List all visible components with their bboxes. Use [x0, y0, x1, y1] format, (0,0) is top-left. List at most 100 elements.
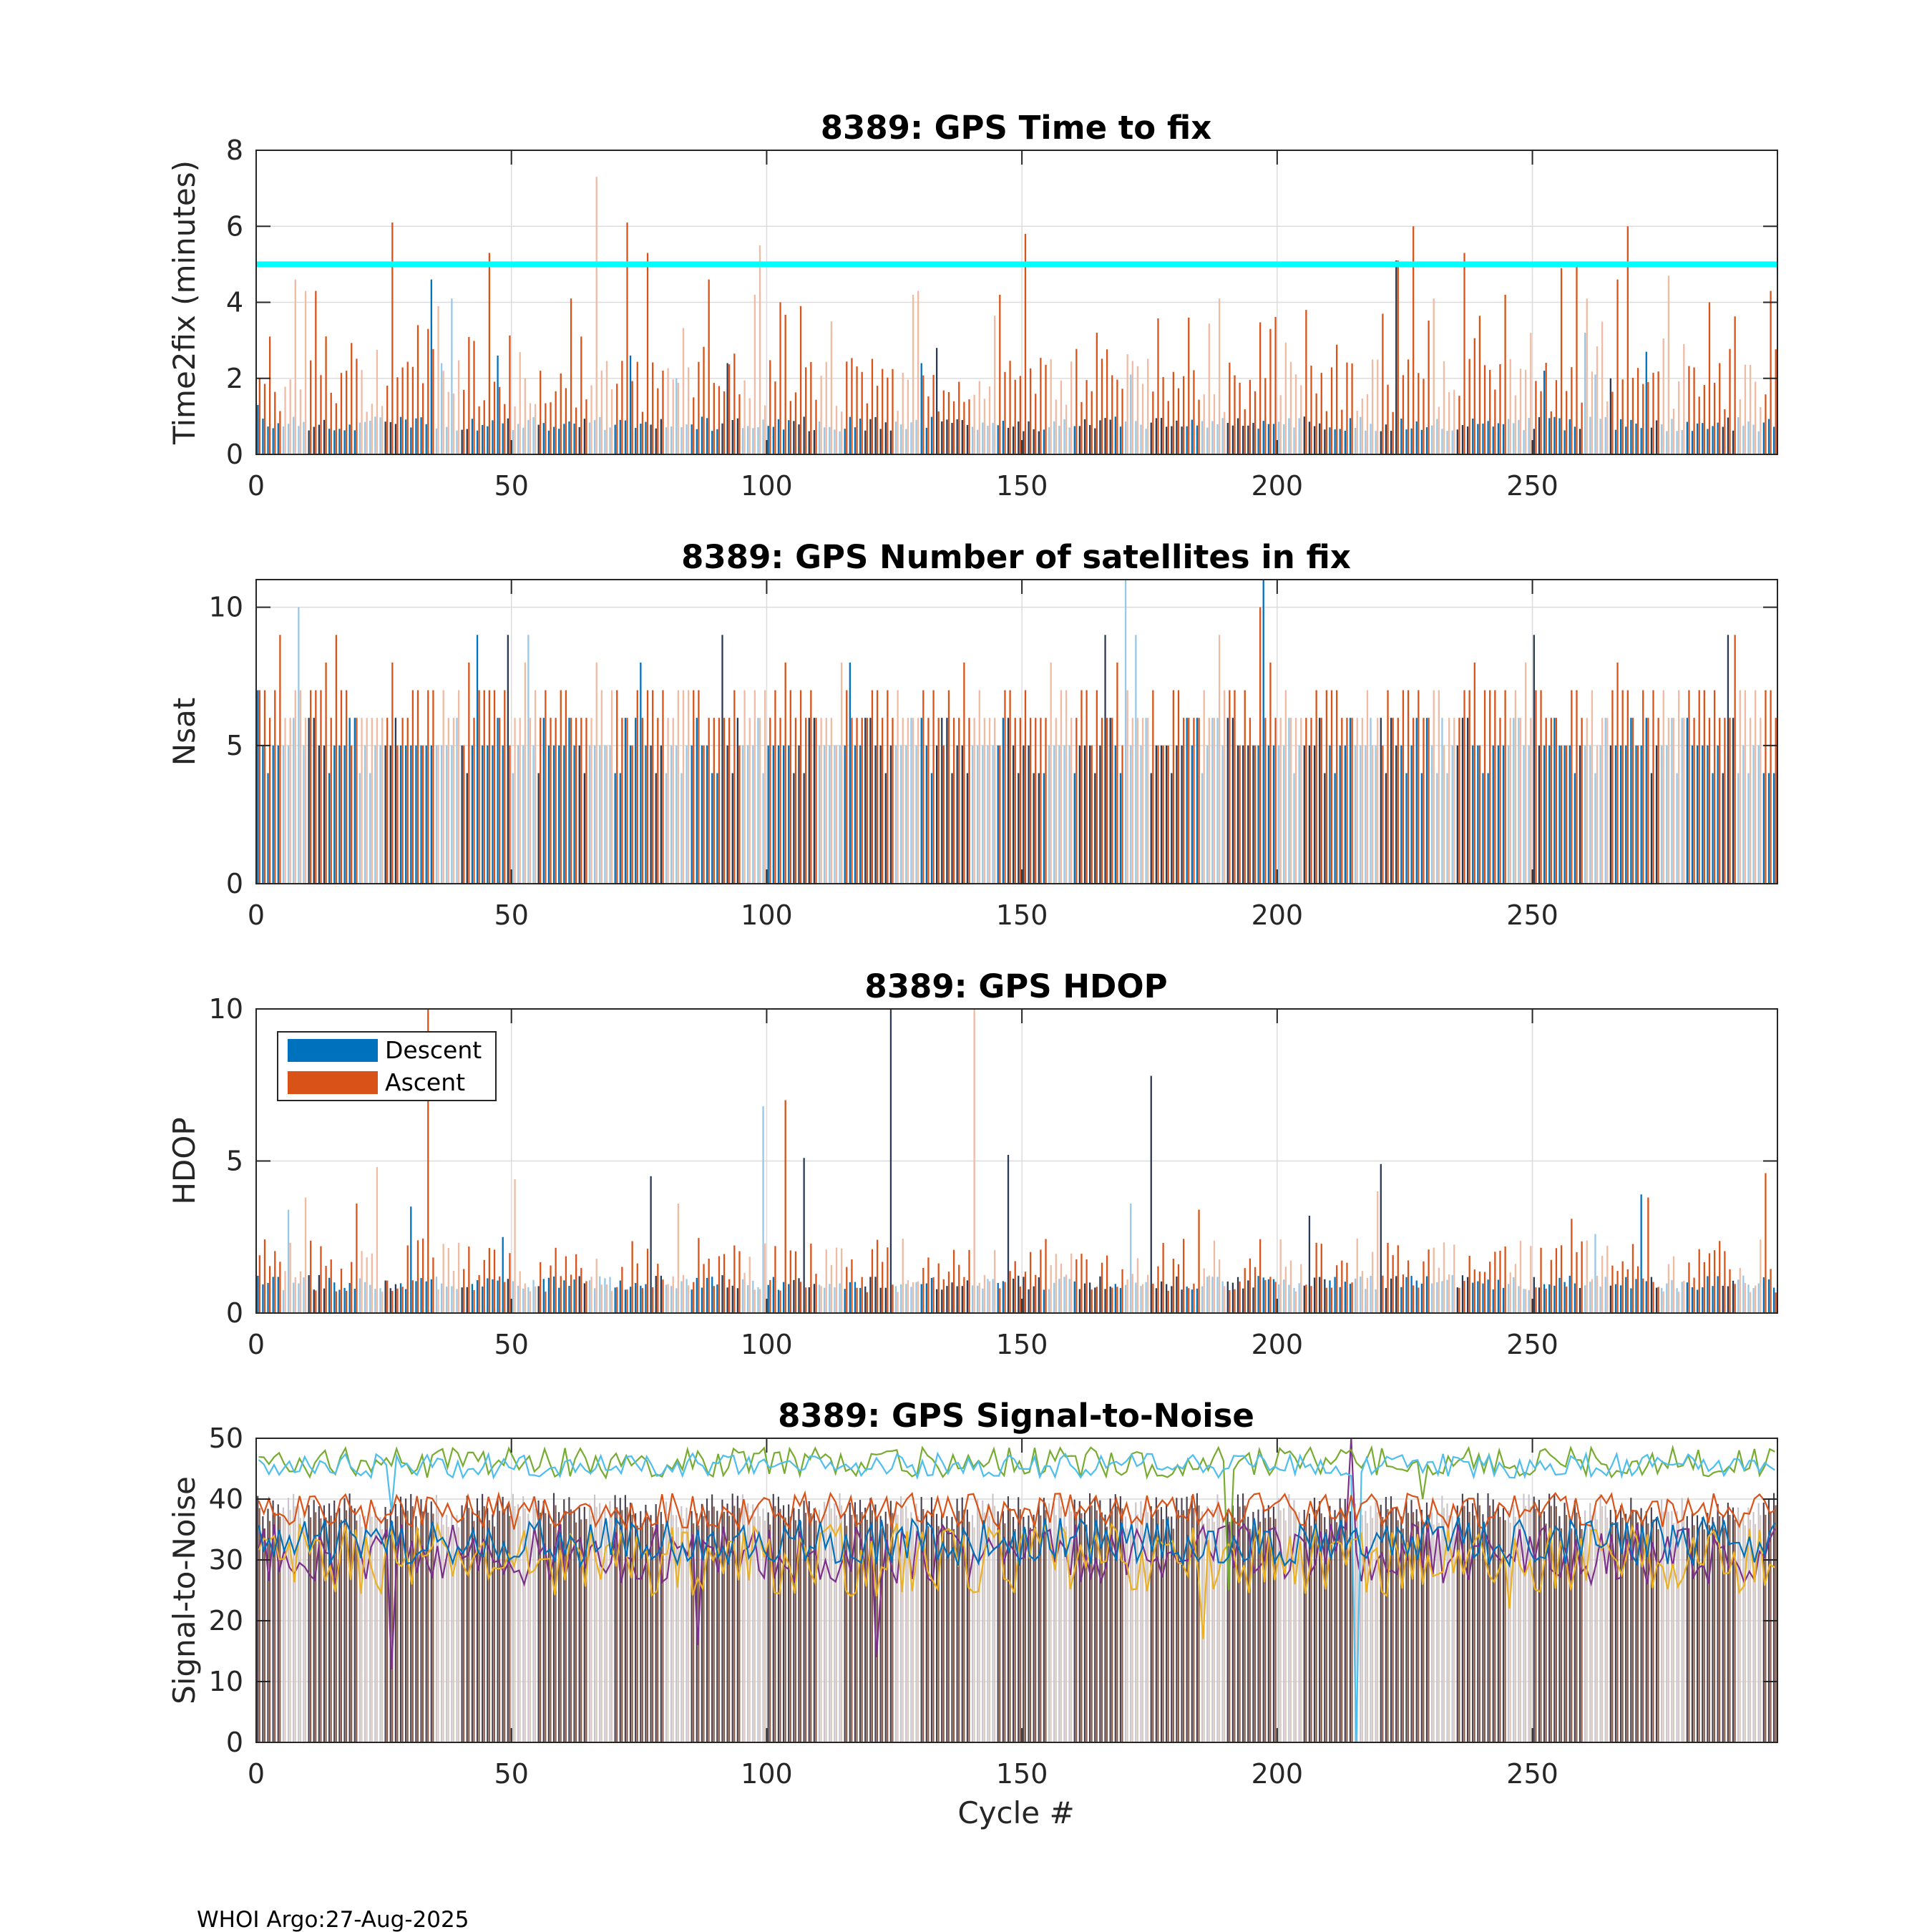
ascent-bar [1499, 364, 1501, 454]
snr-bar [1528, 1494, 1530, 1742]
ascent-bar [1458, 1287, 1460, 1313]
ascent-bar [1218, 635, 1221, 884]
snr-bar [757, 1504, 759, 1742]
snr-bar [1451, 1516, 1453, 1742]
ascent-bar [1341, 718, 1343, 884]
snr-bar [1208, 1518, 1210, 1742]
ascent-bar [1438, 406, 1440, 454]
descent-bar [1166, 426, 1168, 454]
ascent-bar [621, 361, 623, 454]
snr-line-sat4 [258, 1451, 1775, 1743]
snr-bar [1177, 1510, 1180, 1742]
snr-line-sat5 [258, 1490, 1775, 1531]
snr-bar [1382, 1516, 1384, 1742]
descent-bar [961, 419, 963, 454]
snr-bar [1206, 1506, 1209, 1742]
ascent-bar [1601, 1255, 1604, 1313]
descent-bar [272, 745, 274, 884]
descent-bar [951, 1282, 953, 1313]
snr-bar [1428, 1514, 1430, 1742]
descent-bar [824, 1287, 826, 1313]
ascent-bar [1244, 690, 1246, 884]
snr-bar [442, 1524, 444, 1742]
ascent-bar [779, 302, 781, 454]
descent-bar [1099, 745, 1101, 884]
ascent-bar [499, 1276, 501, 1313]
ascent-bar [942, 745, 945, 884]
descent-bar [650, 745, 652, 884]
ascent-bar [340, 373, 343, 454]
ascent-bar [758, 245, 761, 454]
ascent-bar [540, 371, 542, 454]
descent-bar [420, 1278, 422, 1313]
descent-bar [282, 1289, 285, 1313]
ascent-bar [973, 1009, 975, 1313]
ascent-bar [784, 662, 786, 884]
ascent-bar [728, 364, 731, 454]
panel-signal-to-noise: 8389: GPS Signal-to-Noise 0 50 100 150 200 25… [167, 1397, 1778, 1830]
ascent-bar [411, 366, 414, 454]
descent-bar [1614, 429, 1617, 454]
descent-bar [410, 745, 412, 884]
snr-bar [977, 1498, 979, 1742]
snr-bar [1014, 1528, 1016, 1742]
snr-line-sat2 [258, 1521, 1775, 1639]
descent-bar [1425, 1276, 1428, 1313]
descent-bar [348, 424, 351, 454]
snr-bar [1377, 1512, 1379, 1742]
snr-bar [1162, 1519, 1164, 1742]
x-tick-label: 250 [1506, 470, 1558, 502]
snr-bar [328, 1503, 331, 1742]
ascent-bar [509, 745, 511, 884]
descent-bar [747, 426, 749, 454]
descent-bar [946, 718, 948, 884]
snr-bar [338, 1508, 341, 1742]
snr-bar [600, 1515, 602, 1742]
ascent-bar [851, 718, 853, 884]
ascent-bar [646, 253, 649, 454]
descent-bar [1023, 1277, 1025, 1313]
descent-bar [568, 1285, 570, 1313]
descent-bar [1405, 429, 1407, 454]
ascent-bar [1418, 690, 1420, 884]
ascent-bar [952, 718, 955, 884]
descent-bar [446, 426, 448, 454]
snr-bar [1466, 1499, 1469, 1742]
descent-bar [1415, 421, 1418, 454]
ascent-bar [376, 718, 379, 884]
descent-bar [599, 1276, 601, 1313]
descent-bar [1702, 1287, 1704, 1313]
snr-bar [1586, 1522, 1588, 1742]
ascent-bar [922, 375, 924, 454]
ascent-bar [315, 291, 317, 454]
ascent-bar [519, 718, 521, 884]
descent-bar [686, 745, 688, 884]
snr-bar [268, 1521, 271, 1742]
ascent-bar [1141, 718, 1144, 884]
snr-bar [1085, 1524, 1088, 1742]
snr-bar [978, 1511, 980, 1742]
descent-bar [920, 718, 922, 884]
snr-line-sat3 [258, 1444, 1775, 1591]
descent-bar [1023, 431, 1025, 454]
descent-bar [1385, 1287, 1387, 1313]
descent-bar [1140, 424, 1142, 454]
snr-bar [1002, 1511, 1004, 1742]
snr-bar [859, 1500, 862, 1742]
ascent-bar [1167, 401, 1169, 454]
ascent-bar [1096, 1287, 1098, 1313]
snr-bar [1279, 1510, 1282, 1742]
ascent-bar [1341, 409, 1343, 454]
ascent-bar [473, 1289, 475, 1313]
snr-bar [743, 1506, 746, 1742]
snr-bar [381, 1529, 384, 1742]
snr-bar [1150, 1506, 1152, 1742]
snr-bar [1667, 1511, 1669, 1742]
descent-bar [910, 718, 912, 884]
snr-bar [1509, 1522, 1511, 1742]
ascent-bar [289, 718, 291, 884]
snr-bar [440, 1512, 443, 1742]
ascent-bar [1483, 365, 1486, 454]
ascent-bar [1545, 718, 1547, 884]
